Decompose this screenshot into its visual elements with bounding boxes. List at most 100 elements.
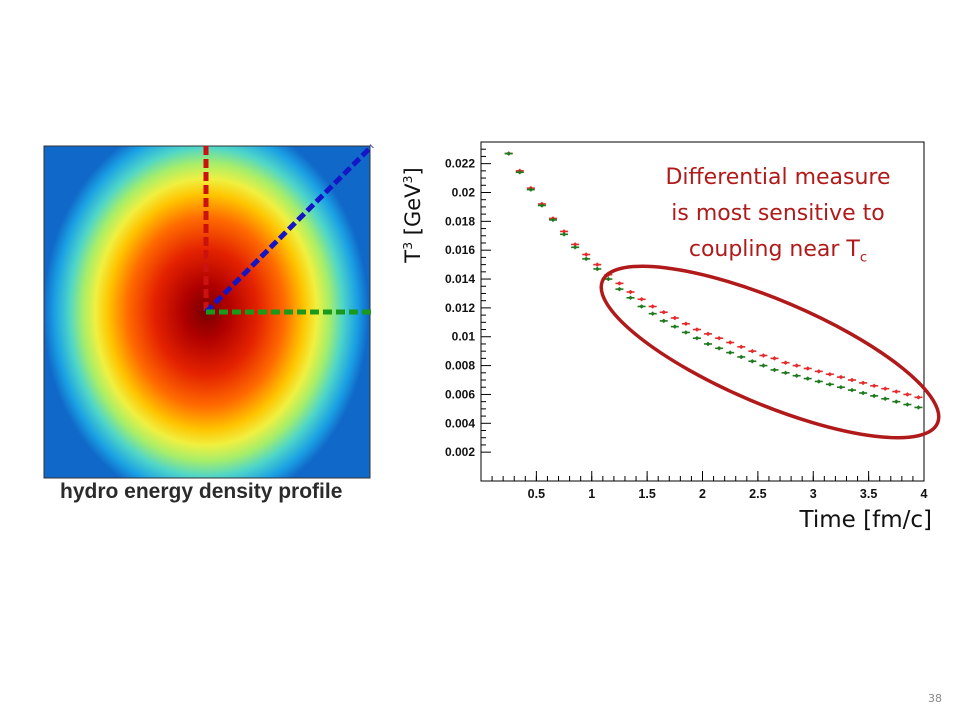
y-tick-label: 0.012 — [445, 301, 475, 315]
x-tick-label: 3.5 — [860, 487, 877, 501]
data-point-marker — [894, 389, 898, 394]
data-point-marker — [540, 203, 544, 208]
annotation-line-3: coupling near Tc — [688, 237, 868, 266]
data-point-marker — [562, 232, 566, 236]
data-point — [836, 375, 845, 380]
data-point-marker — [872, 384, 876, 388]
data-point-marker — [795, 363, 799, 368]
data-point-marker — [739, 345, 743, 349]
data-point — [814, 369, 823, 374]
data-point — [593, 266, 602, 271]
data-point — [659, 310, 668, 315]
data-point-marker — [507, 151, 511, 156]
data-point-marker — [584, 252, 588, 257]
data-point-marker — [850, 388, 854, 392]
data-point-marker — [905, 402, 909, 407]
data-point-marker — [551, 218, 555, 222]
data-point-marker — [739, 355, 743, 359]
data-point — [526, 187, 535, 192]
data-point-marker — [916, 395, 921, 399]
data-point-marker — [695, 336, 699, 340]
data-point — [593, 262, 602, 267]
data-point — [670, 315, 679, 320]
data-point-marker — [872, 394, 876, 398]
x-tick-label: 0.5 — [528, 487, 545, 501]
data-point — [848, 378, 857, 383]
x-tick-label: 2.5 — [749, 487, 766, 501]
data-point-marker — [617, 287, 622, 291]
data-point — [781, 370, 790, 375]
data-point — [737, 354, 746, 359]
data-point — [892, 389, 901, 394]
x-tick-label: 2 — [699, 487, 706, 501]
data-point-marker — [573, 245, 577, 249]
data-point-marker — [839, 385, 843, 389]
data-point — [604, 277, 613, 282]
data-point — [792, 363, 801, 368]
x-tick-label: 4 — [921, 487, 928, 501]
data-point-marker — [883, 387, 887, 391]
data-point — [903, 392, 912, 397]
data-point-marker — [595, 263, 599, 267]
data-point — [748, 349, 757, 354]
data-point-marker — [651, 312, 655, 316]
data-point-marker — [795, 374, 799, 378]
data-point — [881, 396, 890, 401]
data-point-marker — [728, 340, 732, 345]
data-point — [859, 380, 868, 385]
data-point — [914, 405, 923, 410]
data-point — [914, 395, 923, 400]
data-point-marker — [828, 382, 832, 386]
x-axis-label: Time [fm/c] — [799, 507, 932, 533]
data-point-marker — [684, 322, 688, 326]
data-point — [881, 386, 890, 391]
data-point-marker — [905, 392, 909, 397]
y-tick-label: 0.02 — [452, 185, 476, 199]
data-point-marker — [761, 353, 766, 358]
x-tick-label: 1.5 — [638, 487, 655, 501]
data-point-marker — [662, 319, 666, 323]
data-point — [704, 331, 713, 336]
data-point-marker — [573, 242, 577, 247]
y-tick-label: 0.018 — [445, 214, 475, 228]
data-point — [515, 170, 524, 175]
highlight-ellipse — [599, 264, 941, 440]
y-tick-label: 0.022 — [445, 157, 475, 171]
data-point — [571, 242, 580, 247]
data-point — [648, 304, 657, 309]
data-point-marker — [883, 397, 887, 401]
data-point — [504, 151, 513, 156]
data-point-marker — [639, 297, 644, 301]
data-point — [548, 217, 557, 222]
y-axis-label: T3 [GeV3] — [400, 167, 425, 263]
data-point — [615, 287, 624, 292]
data-point — [737, 344, 746, 349]
data-point-marker — [894, 400, 898, 404]
data-point-marker — [651, 304, 655, 309]
data-point — [748, 359, 757, 364]
y-tick-label: 0.008 — [445, 359, 475, 373]
y-tick-label: 0.01 — [452, 330, 476, 344]
data-point — [626, 295, 635, 300]
y-tick-label: 0.004 — [445, 416, 475, 430]
data-point-marker — [728, 351, 732, 355]
y-tick-label: 0.016 — [445, 243, 475, 257]
heatmap-caption: hydro energy density profile — [60, 480, 343, 503]
data-point — [692, 336, 701, 341]
data-point — [571, 245, 580, 250]
data-point — [814, 379, 823, 384]
data-point — [781, 360, 790, 365]
data-point-marker — [595, 267, 599, 271]
data-point — [582, 252, 591, 257]
data-point-marker — [562, 229, 566, 234]
data-point-marker — [628, 290, 633, 294]
data-point — [648, 311, 657, 316]
data-point-marker — [606, 277, 610, 281]
data-point — [637, 297, 646, 302]
data-point-marker — [584, 257, 588, 261]
data-point-marker — [806, 366, 810, 371]
data-point-marker — [717, 346, 721, 350]
annotation-line-1: Differential measure — [665, 165, 891, 190]
data-point — [537, 203, 546, 208]
